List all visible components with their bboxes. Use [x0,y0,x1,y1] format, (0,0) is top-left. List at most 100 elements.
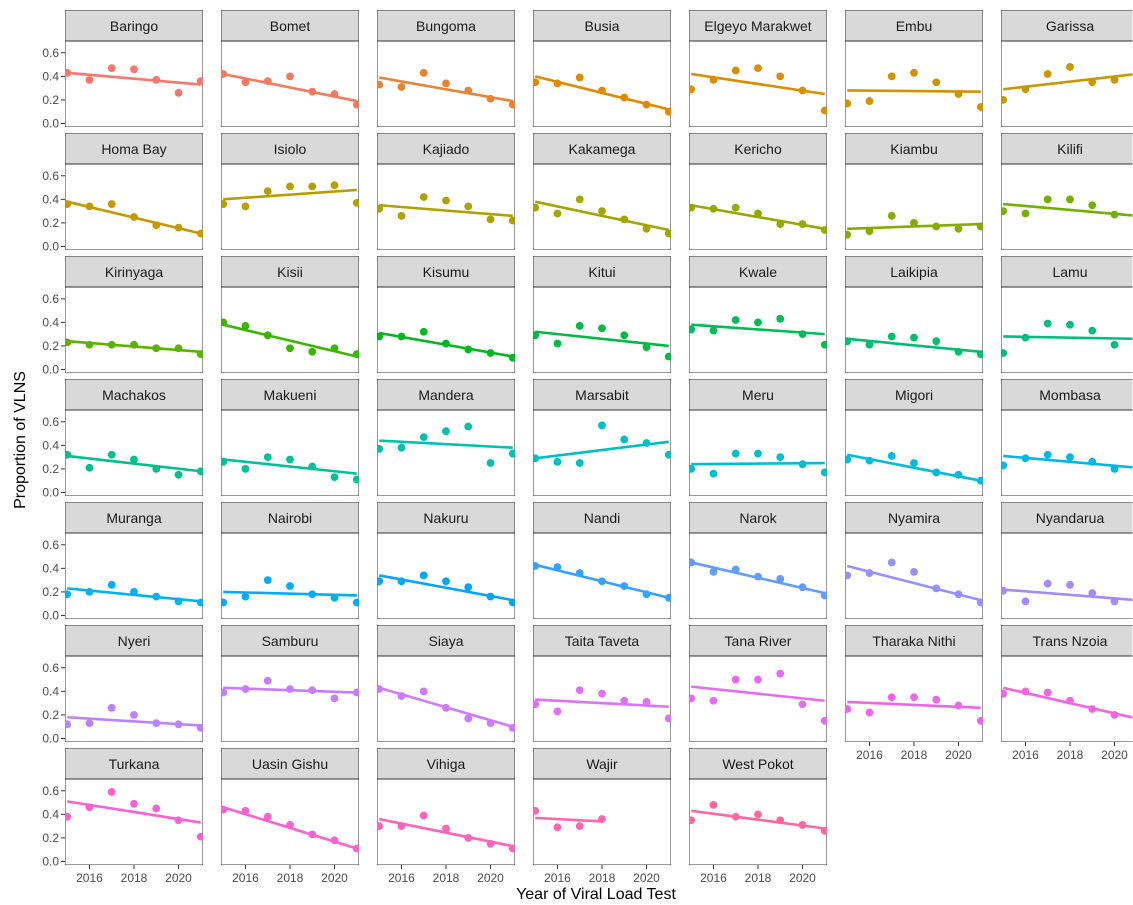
data-point [731,316,740,324]
data-point [308,590,317,599]
y-tick-label: 0.2 [42,585,59,599]
data-point [709,204,718,213]
y-tick-label: 0.2 [42,708,59,722]
data-point [620,696,629,705]
data-point [486,215,495,224]
data-point [709,326,718,335]
data-point [798,700,807,709]
data-point [731,203,740,212]
data-point [553,339,562,348]
data-point [709,75,718,84]
facet-meru: Meru [689,379,827,496]
panel-border [845,163,983,250]
data-point [377,685,384,693]
data-point [330,593,339,602]
panel-border [1001,40,1133,127]
data-point [798,86,807,95]
data-point [932,468,941,477]
data-point [486,592,495,601]
data-point [308,347,317,356]
data-point [820,826,827,835]
data-point [442,703,450,712]
facet-label: Marsabit [575,387,629,403]
y-tick-label: 0.2 [42,216,59,230]
data-point [152,592,161,601]
data-point [845,571,852,580]
y-tick-label: 0.4 [42,192,59,206]
data-point [221,318,228,327]
data-point [308,462,317,471]
data-point [731,565,740,574]
data-point [442,577,450,586]
data-point [642,698,651,706]
data-point [865,97,874,105]
facet-muranga: Muranga [65,502,203,619]
data-point [820,106,827,115]
data-point [845,705,852,713]
x-tick-label: 2020 [1101,748,1128,762]
panel-border [221,532,359,619]
facet-label: Wajir [586,756,618,772]
data-point [976,716,983,725]
data-point [1021,85,1030,94]
data-point [263,453,272,462]
y-tick-label: 0.4 [42,561,59,575]
data-point [377,822,384,831]
data-point [130,799,138,808]
data-point [598,689,606,698]
panel-border [689,778,827,865]
x-tick-label: 2016 [76,871,103,885]
data-point [241,78,250,87]
data-point [85,463,94,472]
data-point [754,318,762,327]
data-point [442,196,450,205]
data-point [887,693,896,702]
data-point [1021,454,1030,463]
facet-label: Nyandarua [1036,510,1105,526]
data-point [241,465,250,473]
data-point [286,582,294,590]
data-point [241,806,250,815]
x-tick-label: 2020 [789,871,816,885]
data-point [377,204,384,213]
data-point [308,686,317,695]
data-point [508,723,515,732]
panel-border [221,40,359,127]
data-point [241,202,250,211]
panel-border [533,655,671,742]
data-point [1043,450,1052,459]
facet-label: Lamu [1052,264,1087,280]
data-point [1001,586,1008,595]
facet-label: Kwale [739,264,777,280]
data-point [1021,209,1030,218]
facet-mandera: Mandera [377,379,515,496]
facet-kitui: Kitui [533,256,671,373]
panel-border [65,655,203,742]
facet-bomet: Bomet [221,10,359,127]
data-point [221,457,228,466]
data-point [776,669,785,678]
data-point [464,86,473,95]
data-point [798,460,807,469]
facet-strip [377,133,515,165]
data-point [263,812,272,821]
data-point [1001,689,1008,698]
facet-homa-bay: Homa Bay [65,133,203,250]
data-point [221,688,228,697]
facet-label: Taita Taveta [565,633,640,649]
data-point [553,823,562,832]
facet-label: Narok [739,510,777,526]
data-point [910,68,918,77]
facet-label: Machakos [102,387,166,403]
data-point [664,714,671,723]
facet-strip [221,748,359,780]
data-point [107,64,116,72]
y-tick-label: 0.0 [42,116,59,130]
data-point [442,824,450,833]
data-point [887,72,896,81]
data-point [533,700,540,709]
data-point [352,688,359,697]
data-point [954,701,963,710]
data-point [397,577,406,586]
facet-marsabit: Marsabit [533,379,671,496]
